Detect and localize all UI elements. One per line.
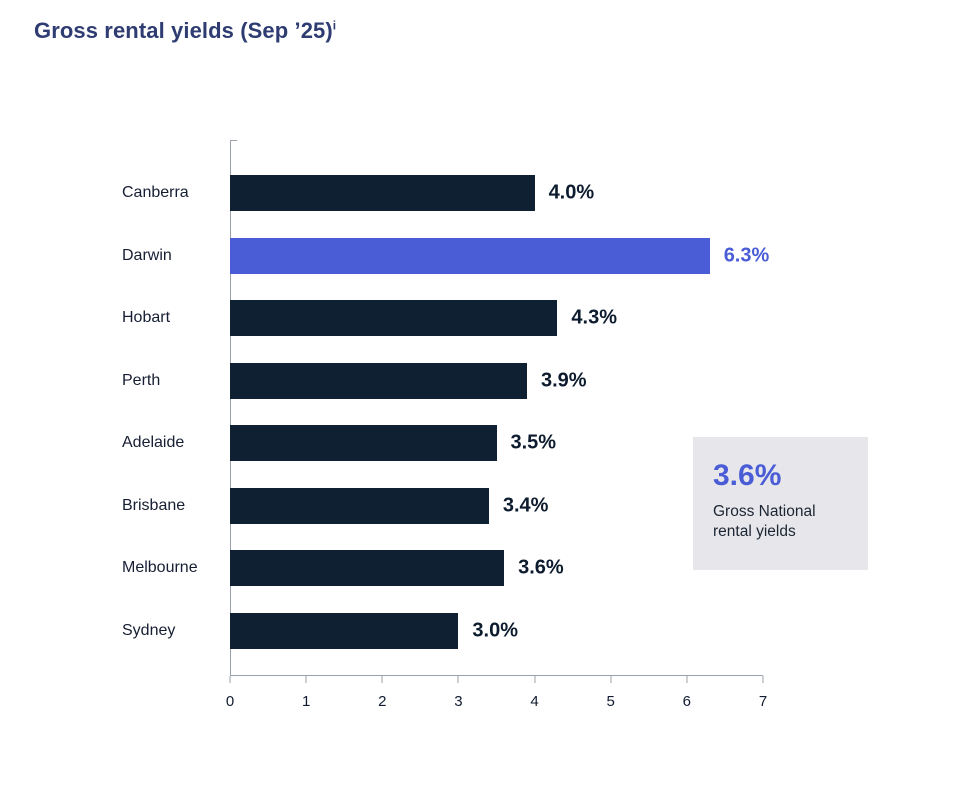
bar-track: 3.5%	[230, 425, 763, 462]
bar-value-label: 3.6%	[518, 556, 564, 579]
bar-rows: Canberra 4.0% Darwin 6.3% Hobart 4.3% Perth 3.9…	[122, 140, 769, 663]
national-yield-label: Gross National rental yields	[713, 503, 816, 541]
category-label: Sydney	[122, 621, 176, 639]
x-axis-tick-label: 0	[225, 693, 235, 710]
bar-row: Perth 3.9%	[122, 350, 763, 413]
bar-value-label: 3.0%	[472, 619, 519, 642]
bar	[230, 175, 535, 212]
bar-row: Melbourne 3.6%	[122, 537, 763, 600]
bar-value-label: 4.0%	[548, 181, 595, 204]
bar-value-label: 3.9%	[540, 369, 587, 392]
bar-row: Brisbane 3.4%	[122, 475, 763, 538]
bar	[230, 487, 489, 524]
bar-track: 3.6%	[230, 550, 763, 587]
x-axis-tick	[305, 676, 307, 683]
bar-chart: Canberra 4.0% Darwin 6.3% Hobart 4.3% Perth 3.9…	[122, 140, 769, 663]
bar-value-label: 3.4%	[502, 494, 549, 517]
bar-row: Canberra 4.0%	[122, 162, 763, 225]
x-axis: 0 1 2 3 4 5 6 7	[226, 675, 767, 715]
bar-track: 4.3%	[230, 300, 763, 337]
x-axis-tick	[686, 676, 688, 683]
bar	[230, 612, 459, 649]
x-axis-tick-label: 6	[682, 693, 692, 710]
x-axis-tick	[381, 676, 383, 683]
category-label: Darwin	[122, 246, 172, 264]
x-axis-tick	[610, 676, 612, 683]
chart-title: Gross rental yields (Sep ’25)i	[34, 18, 336, 44]
y-axis-top-tick	[230, 140, 237, 141]
bar-value-label: 4.3%	[571, 306, 617, 329]
bar-track: 3.9%	[230, 362, 763, 399]
x-axis-tick-label: 1	[301, 693, 311, 710]
bar-track: 4.0%	[230, 175, 763, 212]
chart-title-text: Gross rental yields (Sep ’25)	[34, 18, 333, 43]
bar	[230, 362, 527, 399]
x-axis-tick-label: 3	[454, 693, 463, 710]
x-axis-tick-label: 4	[530, 693, 539, 710]
category-label: Brisbane	[122, 496, 186, 514]
chart-title-footnote-marker: i	[332, 18, 337, 33]
bar	[230, 300, 558, 337]
bar	[230, 237, 710, 274]
category-label: Adelaide	[122, 434, 185, 452]
bar-row: Adelaide 3.5%	[122, 412, 763, 475]
bar	[230, 550, 505, 587]
x-axis-tick	[534, 676, 536, 683]
y-axis-line	[230, 140, 231, 676]
national-yield-value: 3.6%	[713, 459, 782, 492]
x-axis-tick-label: 5	[606, 693, 615, 710]
x-axis-tick-label: 2	[378, 693, 387, 710]
category-label: Canberra	[122, 184, 189, 202]
bar-track: 6.3%	[230, 237, 769, 274]
bar-track: 3.0%	[230, 612, 763, 649]
x-axis-tick-label: 7	[758, 693, 768, 710]
x-axis-line	[230, 675, 763, 676]
x-axis-tick	[457, 676, 459, 683]
national-yield-callout: 3.6% Gross National rental yields	[693, 437, 868, 570]
x-axis-tick	[229, 676, 231, 683]
x-axis-tick	[762, 676, 764, 683]
bar	[230, 425, 497, 462]
bar-value-label: 6.3%	[723, 244, 770, 267]
category-label: Perth	[122, 371, 161, 389]
bar-track: 3.4%	[230, 487, 763, 524]
category-label: Hobart	[122, 309, 171, 327]
bar-row: Hobart 4.3%	[122, 287, 763, 350]
bar-value-label: 3.5%	[510, 431, 557, 454]
bar-row: Darwin 6.3%	[122, 225, 769, 288]
category-label: Melbourne	[122, 559, 198, 577]
bar-row: Sydney 3.0%	[122, 600, 763, 663]
